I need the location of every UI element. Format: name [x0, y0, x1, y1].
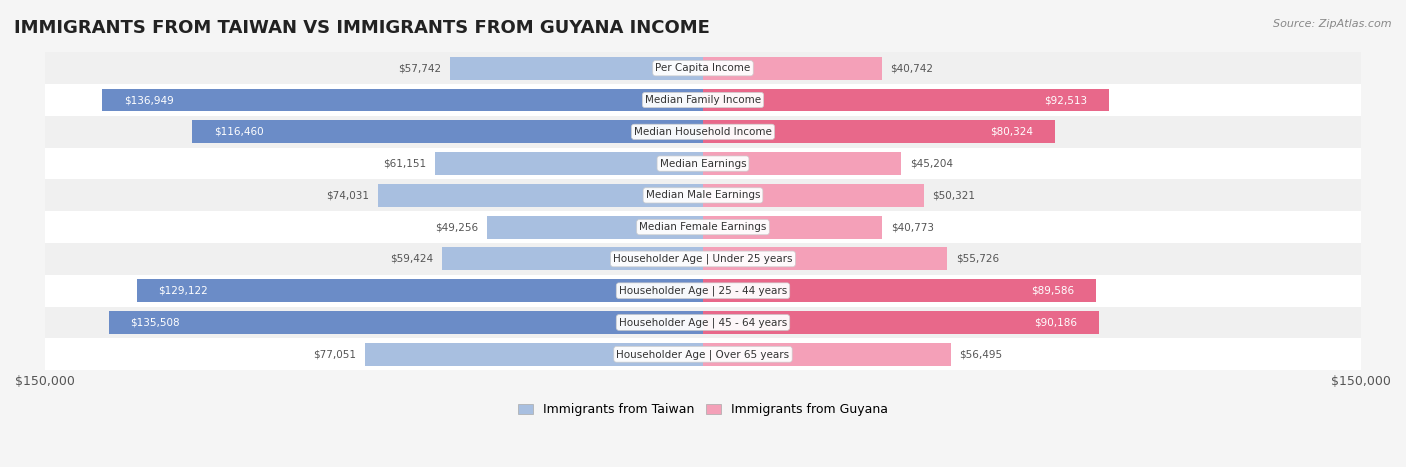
Text: $57,742: $57,742: [398, 63, 441, 73]
FancyBboxPatch shape: [703, 152, 901, 175]
Text: $40,742: $40,742: [890, 63, 934, 73]
FancyBboxPatch shape: [443, 248, 703, 270]
FancyBboxPatch shape: [450, 57, 703, 80]
FancyBboxPatch shape: [45, 148, 1361, 179]
Text: Householder Age | Under 25 years: Householder Age | Under 25 years: [613, 254, 793, 264]
FancyBboxPatch shape: [193, 120, 703, 143]
Text: $89,586: $89,586: [1031, 286, 1074, 296]
Text: Householder Age | 45 - 64 years: Householder Age | 45 - 64 years: [619, 317, 787, 328]
FancyBboxPatch shape: [703, 184, 924, 207]
FancyBboxPatch shape: [703, 343, 950, 366]
Text: Per Capita Income: Per Capita Income: [655, 63, 751, 73]
FancyBboxPatch shape: [103, 89, 703, 112]
FancyBboxPatch shape: [434, 152, 703, 175]
Text: $59,424: $59,424: [391, 254, 433, 264]
FancyBboxPatch shape: [45, 339, 1361, 370]
Text: $74,031: $74,031: [326, 191, 370, 200]
Legend: Immigrants from Taiwan, Immigrants from Guyana: Immigrants from Taiwan, Immigrants from …: [513, 398, 893, 421]
Text: IMMIGRANTS FROM TAIWAN VS IMMIGRANTS FROM GUYANA INCOME: IMMIGRANTS FROM TAIWAN VS IMMIGRANTS FRO…: [14, 19, 710, 37]
Text: Median Male Earnings: Median Male Earnings: [645, 191, 761, 200]
Text: $56,495: $56,495: [960, 349, 1002, 359]
Text: $92,513: $92,513: [1043, 95, 1087, 105]
FancyBboxPatch shape: [703, 120, 1056, 143]
FancyBboxPatch shape: [136, 279, 703, 302]
Text: Median Household Income: Median Household Income: [634, 127, 772, 137]
FancyBboxPatch shape: [45, 275, 1361, 307]
FancyBboxPatch shape: [45, 84, 1361, 116]
Text: $90,186: $90,186: [1033, 318, 1077, 327]
Text: Median Earnings: Median Earnings: [659, 159, 747, 169]
Text: $45,204: $45,204: [910, 159, 953, 169]
FancyBboxPatch shape: [366, 343, 703, 366]
Text: $129,122: $129,122: [159, 286, 208, 296]
Text: $50,321: $50,321: [932, 191, 976, 200]
FancyBboxPatch shape: [703, 311, 1098, 334]
Text: $55,726: $55,726: [956, 254, 1000, 264]
Text: $77,051: $77,051: [314, 349, 356, 359]
FancyBboxPatch shape: [45, 307, 1361, 339]
Text: $135,508: $135,508: [131, 318, 180, 327]
FancyBboxPatch shape: [703, 248, 948, 270]
FancyBboxPatch shape: [108, 311, 703, 334]
FancyBboxPatch shape: [45, 211, 1361, 243]
Text: Householder Age | Over 65 years: Householder Age | Over 65 years: [616, 349, 790, 360]
Text: Householder Age | 25 - 44 years: Householder Age | 25 - 44 years: [619, 285, 787, 296]
Text: Median Female Earnings: Median Female Earnings: [640, 222, 766, 232]
Text: $80,324: $80,324: [990, 127, 1033, 137]
FancyBboxPatch shape: [703, 57, 882, 80]
Text: $61,151: $61,151: [382, 159, 426, 169]
FancyBboxPatch shape: [45, 179, 1361, 211]
Text: Source: ZipAtlas.com: Source: ZipAtlas.com: [1274, 19, 1392, 28]
FancyBboxPatch shape: [703, 279, 1097, 302]
FancyBboxPatch shape: [45, 243, 1361, 275]
Text: $40,773: $40,773: [890, 222, 934, 232]
FancyBboxPatch shape: [703, 89, 1109, 112]
FancyBboxPatch shape: [486, 216, 703, 239]
Text: $49,256: $49,256: [434, 222, 478, 232]
FancyBboxPatch shape: [703, 216, 882, 239]
FancyBboxPatch shape: [378, 184, 703, 207]
FancyBboxPatch shape: [45, 116, 1361, 148]
Text: Median Family Income: Median Family Income: [645, 95, 761, 105]
Text: $116,460: $116,460: [214, 127, 264, 137]
Text: $136,949: $136,949: [124, 95, 174, 105]
FancyBboxPatch shape: [45, 52, 1361, 84]
